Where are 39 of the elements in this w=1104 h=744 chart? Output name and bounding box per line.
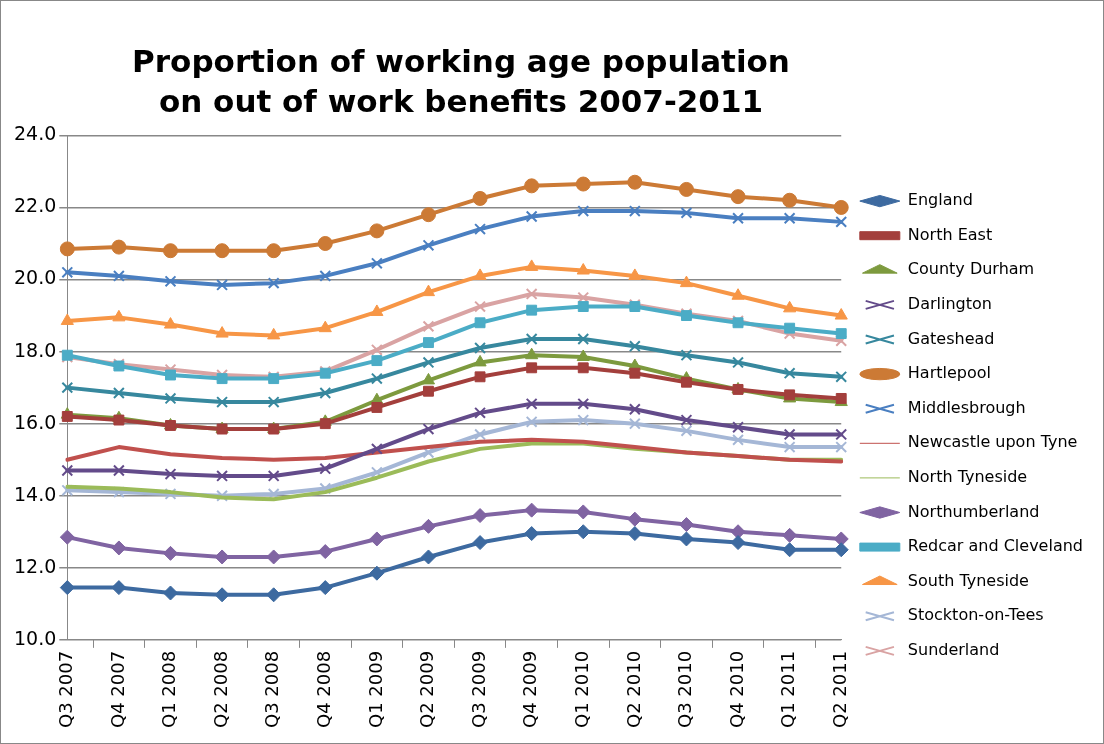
y-tick-label: 14.0 (13, 482, 57, 505)
legend-label: Darlington (907, 294, 992, 314)
legend-label: County Durham (907, 259, 1035, 279)
x-tick-label: Q2 2008 (209, 650, 231, 729)
legend-label: Middlesbrough (907, 397, 1026, 417)
y-tick-label: 12.0 (13, 554, 57, 577)
legend-label: North Tyneside (907, 467, 1028, 487)
y-tick-label: 22.0 (13, 194, 57, 217)
x-tick-label: Q3 2009 (467, 650, 489, 729)
x-tick-label: Q1 2008 (158, 650, 180, 729)
x-tick-label: Q1 2010 (570, 650, 592, 729)
x-tick-label: Q2 2009 (416, 650, 438, 729)
legend-label: Newcastle upon Tyne (907, 432, 1078, 452)
x-tick-label: Q4 2009 (519, 650, 541, 729)
legend-label: Redcar and Cleveland (907, 536, 1083, 556)
y-tick-label: 18.0 (13, 338, 57, 361)
legend-label: Gateshead (907, 328, 995, 348)
legend-label: Stockton-on-Tees (907, 605, 1044, 625)
chart-title: Proportion of working age population on out of work benefits 2007-2011 (131, 42, 791, 121)
x-tick-label: Q4 2007 (106, 650, 128, 729)
x-tick-label: Q3 2010 (674, 650, 696, 729)
x-tick-label: Q4 2008 (312, 650, 334, 729)
legend-label: Northumberland (907, 501, 1040, 521)
x-tick-label: Q1 2011 (777, 650, 799, 729)
x-tick-label: Q3 2007 (54, 650, 76, 729)
x-tick-label: Q2 2011 (828, 650, 850, 729)
x-tick-label: Q4 2010 (725, 650, 747, 729)
legend-label: Hartlepool (907, 363, 991, 383)
x-tick-label: Q1 2009 (364, 650, 386, 729)
legend-label: South Tyneside (907, 570, 1029, 590)
y-tick-label: 10.0 (13, 626, 57, 649)
y-tick-label: 24.0 (13, 122, 57, 145)
y-tick-label: 20.0 (13, 266, 57, 289)
legend-label: England (907, 190, 973, 210)
x-tick-label: Q3 2008 (261, 650, 283, 729)
legend-label: Sunderland (907, 640, 1000, 660)
x-tick-label: Q2 2010 (622, 650, 644, 729)
legend-label: North East (907, 224, 993, 244)
y-tick-label: 16.0 (13, 410, 57, 433)
